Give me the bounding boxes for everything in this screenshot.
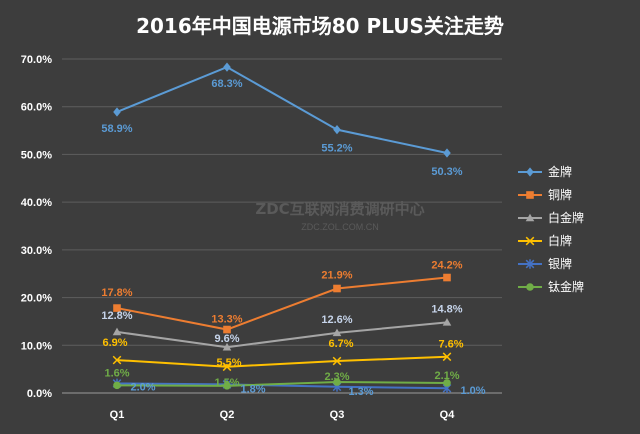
data-point [442,352,452,362]
data-label: 13.3% [211,314,242,326]
data-label: 2.0% [130,381,155,393]
data-label: 1.5% [214,377,239,389]
y-tick-label: 10.0% [21,340,52,352]
data-label: 6.9% [102,337,127,349]
data-point [112,327,122,336]
data-label: 12.6% [321,314,352,326]
data-label: 1.8% [240,383,265,395]
series-line [116,321,448,349]
series-line [116,381,448,387]
legend-marker [526,191,534,199]
watermark-title: ZDC互联网消费调研中心 [255,200,424,218]
series-1 [113,62,451,158]
data-point [223,62,231,72]
legend-label: 铜牌 [548,187,572,202]
data-label: 58.9% [101,123,132,135]
data-point [113,381,121,390]
legend-item: 钛金牌 [518,279,584,294]
x-tick-label: Q2 [220,409,235,421]
series-line [116,355,448,368]
data-point [442,318,452,326]
data-point [443,273,451,282]
data-label: 1.3% [348,386,373,398]
data-point [222,342,232,351]
legend-marker [525,259,535,269]
watermark: ZDC互联网消费调研中心 ZDC.ZOL.COM.CN [255,200,424,232]
legend-marker [526,167,534,177]
legend-item: 金牌 [518,164,572,179]
data-label: 9.6% [214,333,239,345]
legend-label: 银牌 [548,257,572,271]
series-group [112,62,452,394]
data-label: 2.3% [324,371,349,383]
legend-item: 铜牌 [518,187,572,202]
data-point [113,304,121,312]
data-point [333,378,341,386]
legend-item: 白牌 [518,233,572,248]
legend-marker [525,213,535,222]
y-tick-label: 50.0% [21,149,52,161]
data-point [332,356,342,366]
watermark-url: ZDC.ZOL.COM.CN [301,222,379,232]
series-6 [113,378,451,390]
legend-label: 钛金牌 [548,279,584,294]
data-point [113,107,121,117]
y-tick-label: 60.0% [21,102,52,114]
data-point [333,284,341,293]
y-axis: 0.0% 10.0% 20.0% 30.0% 40.0% 50.0% 60.0% 70.0% [21,54,52,400]
data-label: 50.3% [431,166,462,178]
legend-marker [525,236,535,246]
y-tick-label: 0.0% [27,388,52,400]
y-tick-label: 30.0% [21,245,52,257]
data-point [332,328,342,337]
data-label: 2.1% [434,370,459,382]
x-tick-label: Q4 [440,409,456,421]
series-4 [112,352,452,372]
data-label: 21.9% [321,270,352,282]
chart-title: 2016年中国电源市场80 PLUS关注走势 [136,14,504,38]
y-tick-label: 70.0% [21,54,52,66]
data-point [443,379,451,387]
gridlines [62,58,502,394]
legend-item: 白金牌 [518,210,584,225]
data-point [222,362,232,372]
series-2 [113,273,451,334]
data-label: 55.2% [321,143,352,155]
legend-label: 白金牌 [548,210,584,225]
y-tick-label: 40.0% [21,197,52,209]
series-line [116,276,448,331]
data-label: 24.2% [431,260,462,272]
series-3 [112,318,452,351]
y-tick-label: 20.0% [21,293,52,305]
data-label: 14.8% [431,303,462,315]
data-point [223,325,231,334]
data-label: 12.8% [101,310,132,322]
legend-label: 白牌 [548,233,572,248]
x-axis: Q1 Q2 Q3 Q4 [110,409,456,421]
data-label: 68.3% [211,78,242,90]
data-point [443,148,451,158]
series-line [116,382,448,390]
legend-marker [526,283,534,291]
x-tick-label: Q1 [110,409,125,421]
data-label: 17.8% [101,287,132,299]
data-point [112,355,122,365]
x-tick-label: Q3 [330,409,345,421]
data-label: 6.7% [328,338,353,350]
data-point [223,382,231,390]
data-labels: 58.9% 68.3% 55.2% 50.3% 17.8% 13.3% 21.9% 24.2%… [101,78,485,398]
legend-item: 银牌 [518,257,572,271]
legend-label: 金牌 [548,164,572,179]
data-point [333,125,341,135]
series-line [116,66,448,154]
data-label: 7.6% [438,339,463,351]
data-label: 1.6% [104,367,129,379]
data-label: 5.5% [216,357,241,369]
data-label: 1.0% [460,385,485,397]
